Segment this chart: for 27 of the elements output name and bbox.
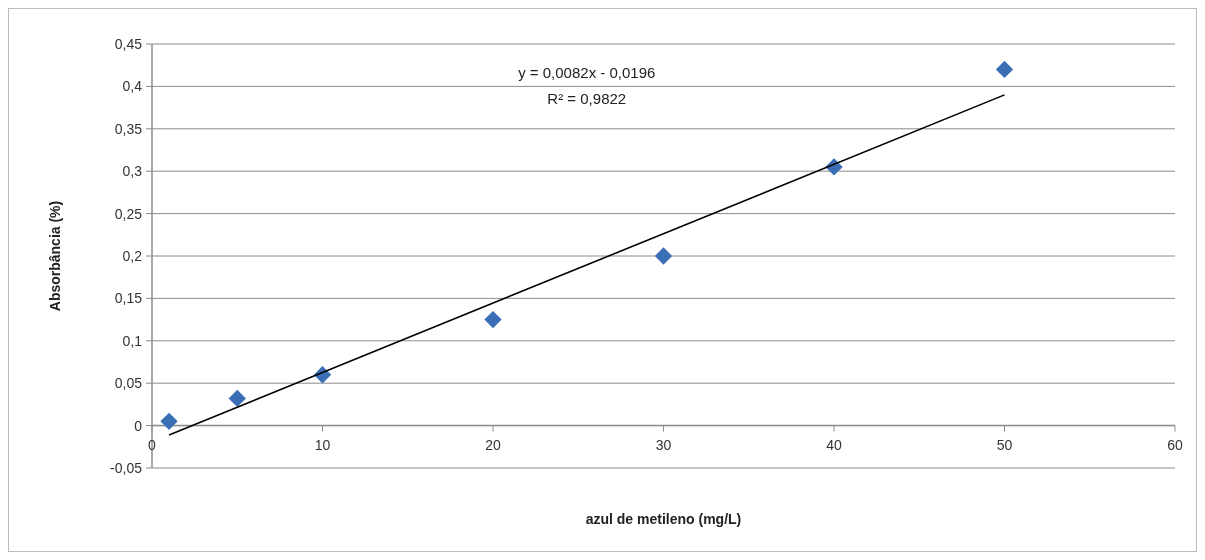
y-tick-label: -0,05: [110, 459, 143, 476]
y-tick-label: 0,35: [114, 120, 143, 137]
point: [160, 412, 178, 431]
point: [995, 60, 1014, 79]
y-tick-label: 0,25: [114, 205, 143, 222]
annotation: y = 0,0082x - 0,0196: [518, 64, 656, 81]
x-tick-label: 30: [655, 436, 672, 453]
x-tick-label: 50: [996, 436, 1013, 453]
annotation: R² = 0,9822: [547, 90, 627, 107]
x-tick-label: 0: [148, 436, 157, 453]
y-tick-label: 0,1: [122, 332, 143, 349]
y-tick-label: 0,3: [122, 163, 143, 180]
x-tick-label: 20: [485, 436, 501, 453]
x-axis-title: azul de metileno (mg/L): [585, 511, 742, 527]
y-tick-label: 0,45: [114, 35, 143, 52]
point: [654, 247, 673, 265]
x-tick-label: 60: [1167, 436, 1183, 453]
y-tick-label: 0,05: [114, 375, 143, 392]
y-tick-label: 0,2: [122, 247, 143, 264]
x-tick-label: 10: [314, 436, 331, 453]
x-tick-label: 40: [826, 436, 842, 453]
y-tick-label: 0: [134, 417, 143, 434]
y-tick-label: 0,15: [114, 290, 143, 307]
point: [484, 310, 502, 329]
y-axis-title: Absorbância (%): [47, 200, 63, 312]
point: [228, 389, 246, 408]
y-tick-label: 0,4: [122, 78, 143, 95]
